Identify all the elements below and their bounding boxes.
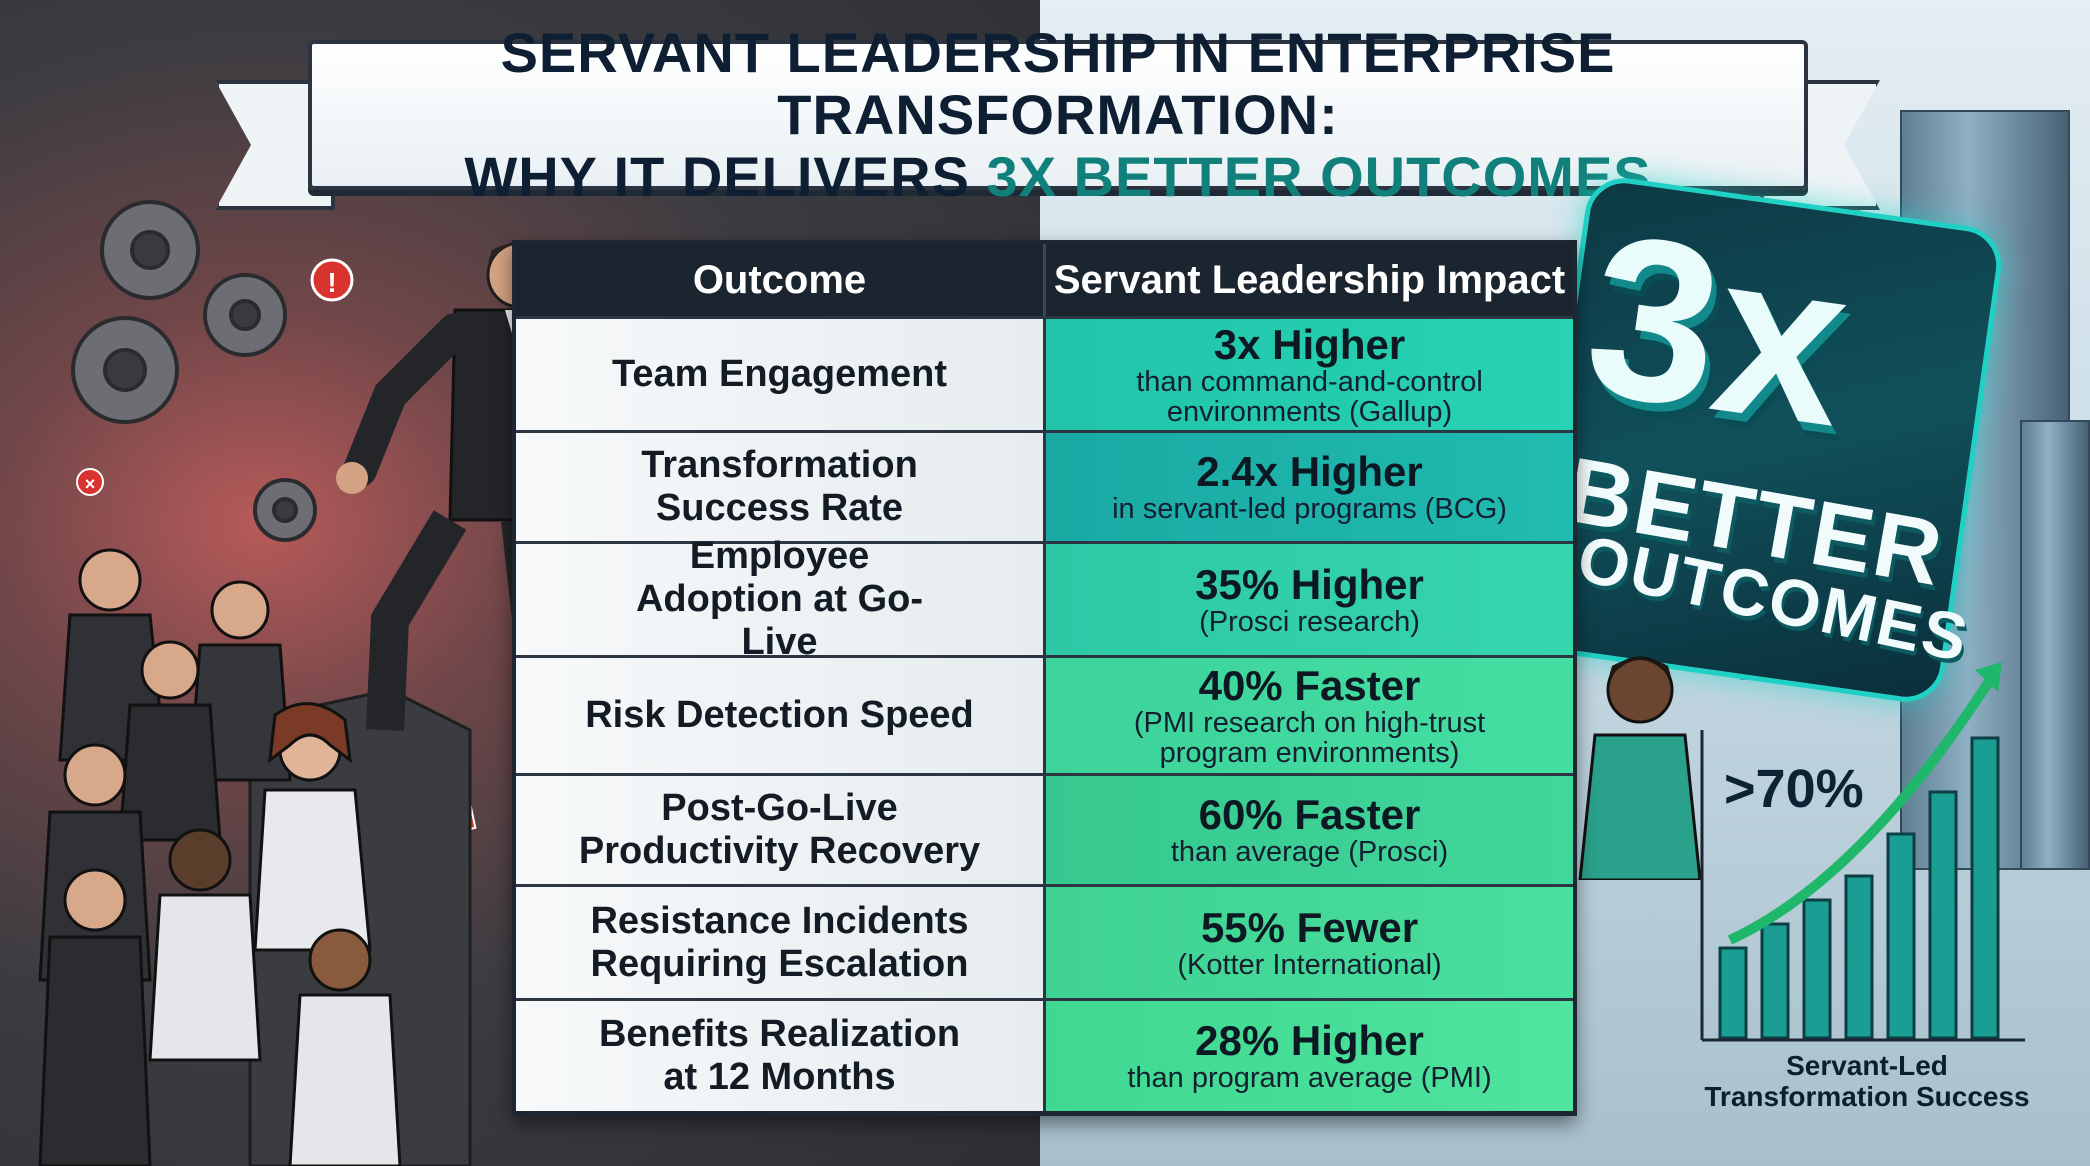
svg-text:×: ×	[85, 474, 96, 494]
chart-bar	[1928, 790, 1958, 1040]
row-note: than command-and-control environments (G…	[1136, 365, 1483, 428]
row-impact: 3x Higher	[1213, 320, 1406, 368]
arrow-up-icon	[1727, 677, 1995, 945]
title-line-1: SERVANT LEADERSHIP IN ENTERPRISE TRANSFO…	[500, 21, 1616, 146]
title-banner: SERVANT LEADERSHIP IN ENTERPRISE TRANSFO…	[308, 22, 1808, 208]
gear-icon	[71, 200, 317, 542]
row-outcome: Benefits Realization at 12 Months	[516, 1001, 1046, 1111]
row-impact-cell: 28% Higher than program average (PMI)	[1046, 1001, 1573, 1111]
row-outcome: Resistance Incidents Requiring Escalatio…	[516, 887, 1046, 998]
table-row: Risk Detection Speed 40% Faster (PMI rese…	[516, 655, 1573, 773]
table-row: Resistance Incidents Requiring Escalatio…	[516, 884, 1573, 998]
row-outcome: Team Engagement	[516, 319, 1046, 430]
error-icon: ×	[76, 468, 104, 496]
row-note: (Kotter International)	[1177, 948, 1442, 981]
row-note: than average (Prosci)	[1170, 836, 1449, 868]
row-impact-cell: 55% Fewer (Kotter International)	[1046, 887, 1573, 998]
smiling-woman-figure	[1578, 656, 1702, 880]
table-row: Transformation Success Rate 2.4x Higher i…	[516, 430, 1573, 541]
chart-bar	[1844, 874, 1874, 1040]
table-row: Post-Go-Live Productivity Recovery 60% F…	[516, 773, 1573, 884]
row-impact-cell: 2.4x Higher in servant-led programs (BCG)	[1046, 433, 1573, 541]
chart-bar	[1802, 898, 1832, 1040]
title-line-2-prefix: WHY IT DELIVERS	[464, 145, 987, 208]
row-impact-cell: 60% Faster than average (Prosci)	[1046, 776, 1573, 884]
row-impact: 28% Higher	[1195, 1017, 1424, 1064]
row-outcome: Post-Go-Live Productivity Recovery	[516, 776, 1046, 884]
row-impact-cell: 35% Higher (Prosci research)	[1046, 544, 1573, 655]
header-outcome: Outcome	[516, 244, 1046, 316]
row-impact: 35% Higher	[1195, 560, 1424, 608]
row-outcome: Risk Detection Speed	[516, 658, 1046, 773]
building	[2020, 420, 2090, 870]
alert-icon: !	[310, 258, 354, 302]
row-impact-cell: 40% Faster (PMI research on high-trust pr…	[1046, 658, 1573, 773]
row-note: in servant-led programs (BCG)	[1112, 493, 1507, 525]
row-impact: 2.4x Higher	[1196, 448, 1423, 495]
title-line-2: WHY IT DELIVERS 3x BETTER OUTCOMES	[464, 146, 1651, 208]
chart-bar	[1970, 736, 2000, 1040]
stressed-team-illustration: ! × ×	[38, 200, 560, 1166]
row-outcome: Employee Adoption at Go-Live	[516, 535, 1046, 663]
title-line-2-accent: 3x BETTER OUTCOMES	[986, 145, 1652, 208]
chart-bar	[1760, 922, 1790, 1040]
row-outcome: Transformation Success Rate	[516, 433, 1046, 541]
row-note: than program average (PMI)	[1127, 1062, 1492, 1094]
svg-text:!: !	[327, 267, 336, 298]
table-row: Team Engagement 3x Higher than command-an…	[516, 316, 1573, 430]
chart-caption: Servant-Led Transformation Success	[1704, 1050, 2030, 1112]
table-header: Outcome Servant Leadership Impact	[516, 244, 1573, 316]
badge-3x-text: 3x	[1573, 184, 1863, 475]
row-impact: 55% Fewer	[1200, 903, 1419, 951]
chart-bar	[1886, 832, 1916, 1040]
chart-bars	[1718, 736, 2000, 1040]
row-note: (Prosci research)	[1199, 605, 1420, 638]
row-note: (PMI research on high-trust program envi…	[1133, 706, 1486, 769]
table-row: Benefits Realization at 12 Months 28% Hi…	[516, 998, 1573, 1111]
row-impact: 40% Faster	[1198, 661, 1421, 709]
table-row: Employee Adoption at Go-Live 35% Higher(…	[516, 535, 1573, 663]
chart-percent-label: >70%	[1724, 759, 1864, 819]
header-impact: Servant Leadership Impact	[1053, 257, 1566, 302]
row-impact-cell: 3x Higher than command-and-control enviro…	[1046, 319, 1573, 430]
arrow-head	[1975, 662, 2002, 692]
success-bar-chart	[1700, 662, 2025, 1042]
row-impact: 60% Faster	[1198, 791, 1421, 838]
outcomes-table: Outcome Servant Leadership Impact Team E…	[512, 240, 1577, 1116]
chart-bar	[1718, 946, 1748, 1040]
stressed-workers-figures	[38, 548, 402, 1166]
